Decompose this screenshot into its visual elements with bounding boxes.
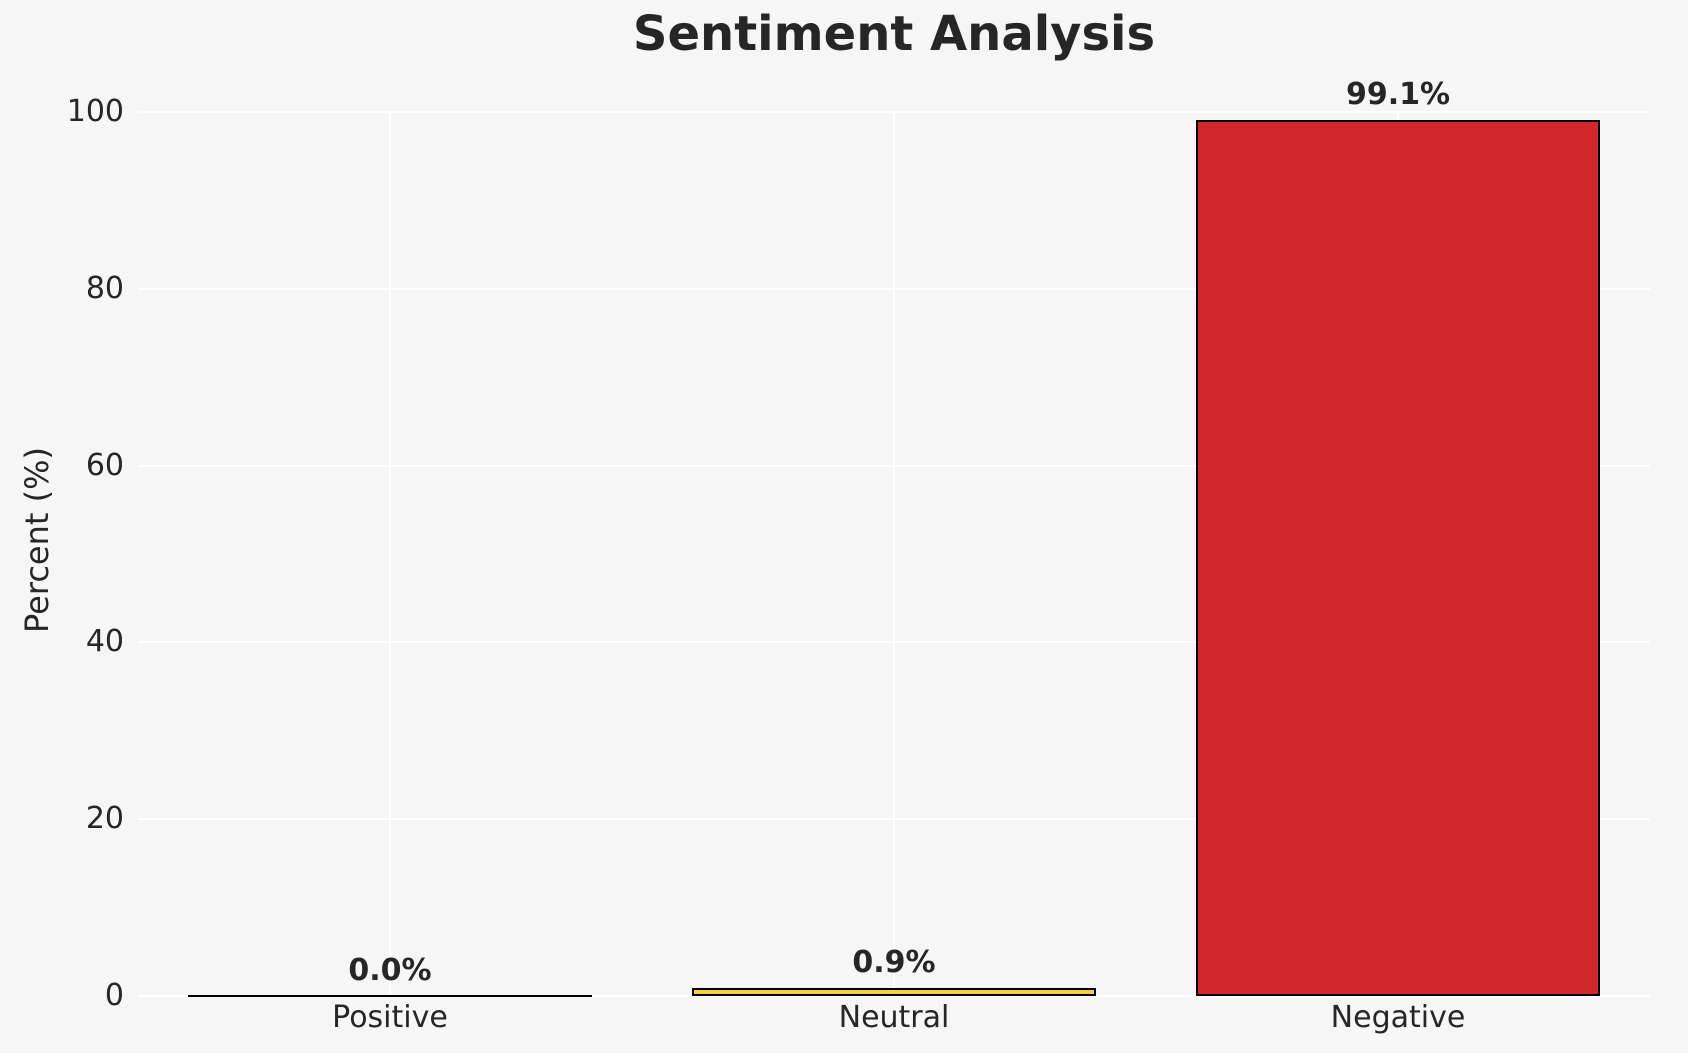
- bar-positive: [188, 995, 592, 997]
- y-tick-label: 80: [85, 270, 124, 306]
- x-tick-label: Neutral: [838, 1000, 950, 1035]
- gridline-horizontal: [138, 995, 1650, 997]
- chart-title: Sentiment Analysis: [632, 6, 1156, 62]
- y-tick-label: 0: [104, 978, 124, 1013]
- gridline-vertical: [893, 112, 895, 996]
- bar-neutral: [692, 988, 1096, 996]
- x-tick-label: Negative: [1330, 1000, 1466, 1035]
- y-tick-label: 60: [85, 447, 124, 483]
- bar-value-label: 0.0%: [348, 953, 432, 988]
- bar-value-label: 0.9%: [852, 945, 936, 980]
- bar-value-label: 99.1%: [1345, 77, 1451, 112]
- x-tick-label: Positive: [332, 1000, 448, 1035]
- y-tick-label: 100: [66, 94, 124, 129]
- bar-negative: [1196, 120, 1600, 996]
- y-tick-label: 40: [85, 624, 124, 660]
- y-tick-label: 20: [85, 801, 124, 837]
- plot-area: 0.0% 0.9% 99.1%: [138, 77, 1650, 997]
- gridline-vertical: [389, 112, 391, 996]
